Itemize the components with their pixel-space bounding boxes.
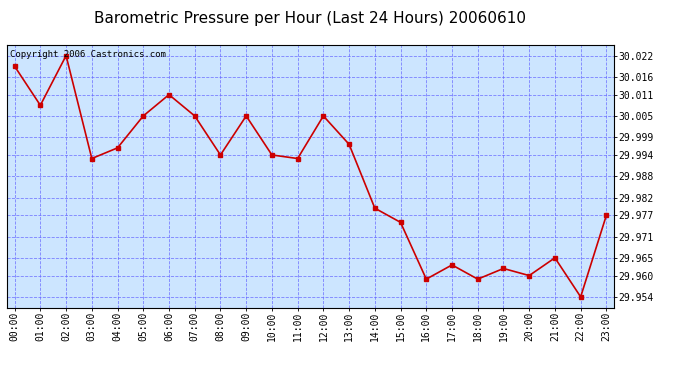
Text: Barometric Pressure per Hour (Last 24 Hours) 20060610: Barometric Pressure per Hour (Last 24 Ho… xyxy=(95,11,526,26)
Text: Copyright 2006 Castronics.com: Copyright 2006 Castronics.com xyxy=(10,50,166,59)
